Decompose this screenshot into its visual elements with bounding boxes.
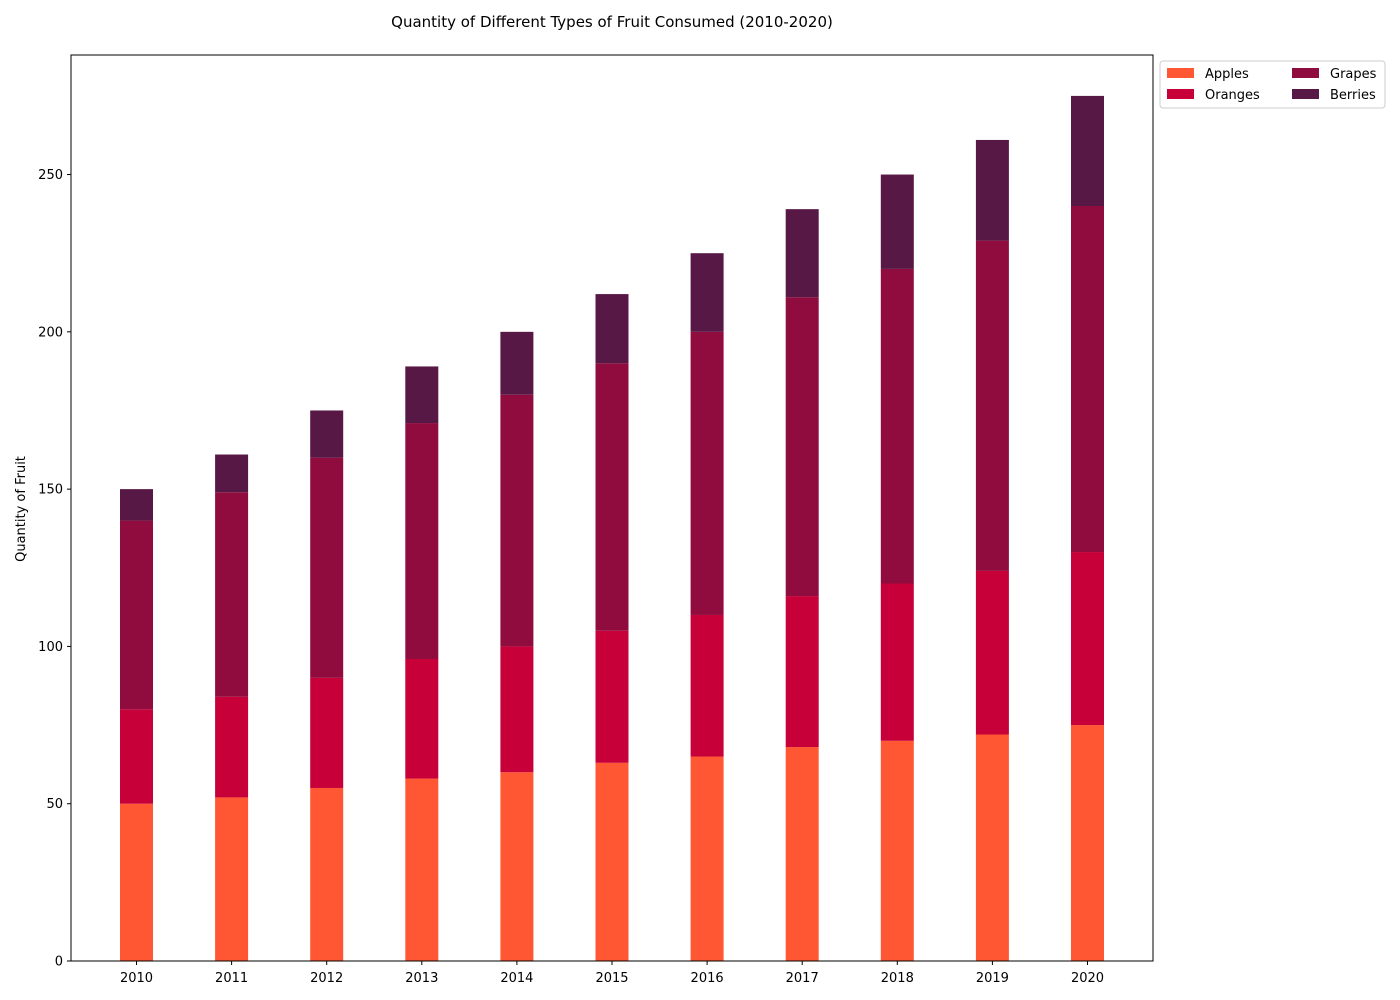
legend-label-apples: Apples — [1205, 67, 1249, 82]
y-tick-label: 250 — [38, 168, 63, 183]
bar-grapes-2019 — [975, 240, 1009, 571]
bar-oranges-2013 — [405, 659, 439, 779]
legend-swatch-grapes — [1292, 68, 1319, 78]
x-tick-label: 2012 — [310, 971, 343, 986]
legend-label-berries: Berries — [1330, 88, 1376, 103]
x-tick-label: 2019 — [976, 971, 1009, 986]
legend-swatch-oranges — [1167, 89, 1194, 99]
bar-berries-2013 — [405, 366, 439, 424]
x-tick-label: 2015 — [595, 971, 628, 986]
bar-apples-2011 — [215, 797, 249, 961]
bar-oranges-2017 — [785, 596, 819, 748]
y-axis-label: Quantity of Fruit — [14, 456, 29, 562]
bar-oranges-2010 — [120, 709, 153, 804]
bar-grapes-2010 — [120, 520, 153, 710]
y-axis: 0 50 100 150 200 250 — [38, 168, 71, 970]
bar-berries-2016 — [690, 253, 724, 332]
bar-oranges-2016 — [690, 614, 724, 757]
legend: Apples Oranges Grapes Berries — [1159, 60, 1386, 109]
bar-oranges-2011 — [215, 696, 249, 798]
bar-berries-2020 — [1071, 95, 1104, 206]
bar-oranges-2012 — [310, 677, 344, 788]
bar-apples-2016 — [690, 756, 724, 961]
bar-berries-2019 — [975, 139, 1009, 241]
legend-frame — [1159, 60, 1386, 109]
legend-label-grapes: Grapes — [1330, 67, 1377, 82]
bar-berries-2010 — [120, 489, 153, 521]
x-tick-label: 2013 — [405, 971, 438, 986]
legend-label-oranges: Oranges — [1205, 88, 1260, 103]
bar-berries-2015 — [595, 294, 629, 364]
bar-apples-2017 — [785, 747, 819, 961]
x-tick-label: 2011 — [215, 971, 248, 986]
bar-berries-2017 — [785, 209, 819, 298]
bar-oranges-2019 — [975, 570, 1009, 735]
bar-apples-2018 — [880, 740, 914, 961]
bar-oranges-2018 — [880, 583, 914, 741]
bar-grapes-2012 — [310, 457, 344, 678]
bar-apples-2019 — [975, 734, 1009, 961]
legend-swatch-apples — [1167, 68, 1194, 78]
bar-oranges-2014 — [500, 646, 534, 773]
y-tick-label: 150 — [38, 483, 63, 498]
bar-berries-2018 — [880, 174, 914, 269]
bar-apples-2020 — [1071, 725, 1104, 961]
x-tick-label: 2014 — [500, 971, 533, 986]
bar-oranges-2020 — [1071, 552, 1104, 726]
bar-grapes-2017 — [785, 297, 819, 597]
y-tick-label: 0 — [55, 955, 63, 970]
bar-apples-2014 — [500, 772, 534, 961]
bar-grapes-2014 — [500, 394, 534, 647]
bar-grapes-2013 — [405, 423, 439, 659]
x-axis: 2010 2011 2012 2013 2014 2015 2016 2017 2018 2019… — [120, 961, 1104, 986]
bar-berries-2014 — [500, 331, 534, 395]
legend-swatch-berries — [1292, 89, 1319, 99]
bar-grapes-2015 — [595, 363, 629, 631]
x-tick-label: 2018 — [881, 971, 914, 986]
chart-title: Quantity of Different Types of Fruit Con… — [391, 13, 833, 31]
bar-apples-2010 — [120, 803, 153, 961]
bar-berries-2012 — [310, 410, 344, 458]
bar-grapes-2020 — [1071, 206, 1104, 553]
bar-apples-2012 — [310, 787, 344, 961]
x-tick-label: 2020 — [1071, 971, 1104, 986]
bar-grapes-2016 — [690, 331, 724, 615]
y-tick-label: 50 — [46, 797, 63, 812]
x-tick-label: 2017 — [786, 971, 819, 986]
y-tick-label: 100 — [38, 640, 63, 655]
x-tick-label: 2010 — [120, 971, 153, 986]
bar-apples-2013 — [405, 778, 439, 961]
bar-berries-2011 — [215, 454, 249, 493]
x-tick-label: 2016 — [691, 971, 724, 986]
bar-grapes-2011 — [215, 492, 249, 697]
bar-oranges-2015 — [595, 630, 629, 763]
plot-frame — [70, 54, 1154, 962]
bar-grapes-2018 — [880, 268, 914, 584]
y-tick-label: 200 — [38, 325, 63, 340]
bar-apples-2015 — [595, 762, 629, 961]
bars-group — [120, 95, 1104, 961]
